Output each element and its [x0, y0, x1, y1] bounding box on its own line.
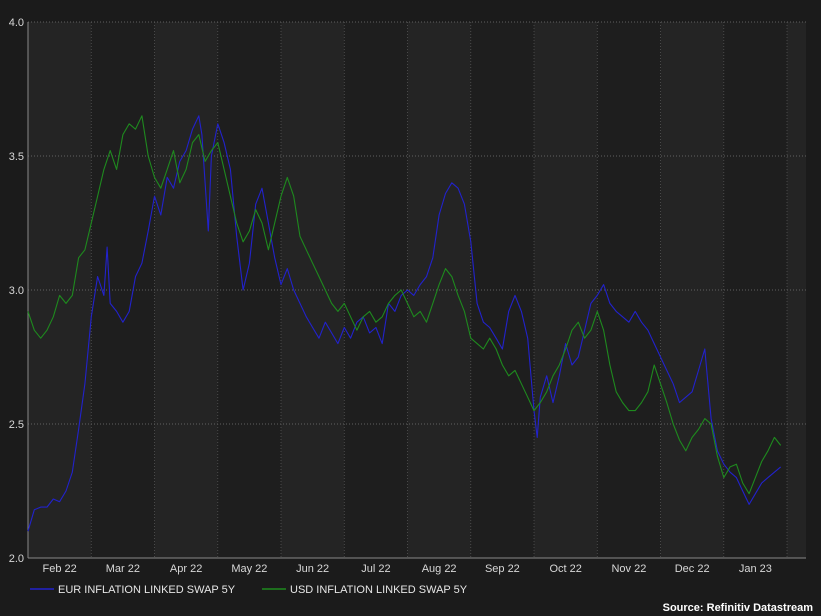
series-lines	[27, 115, 782, 532]
x-axis: Feb 22 Mar 22 Apr 22 May 22 Jun 22 Jul 22 Aug …	[43, 563, 772, 575]
x-tick-label: Aug 22	[422, 563, 457, 575]
y-tick-label: 2.5	[9, 419, 24, 431]
x-tick-label: Mar 22	[106, 563, 140, 575]
x-tick-label: Sep 22	[485, 563, 520, 575]
series-line-eur	[27, 115, 782, 532]
series-line-usd	[27, 115, 782, 495]
x-tick-label: Nov 22	[611, 563, 646, 575]
month-band	[217, 22, 282, 558]
x-tick-label: Apr 22	[170, 563, 202, 575]
legend-label-usd: USD INFLATION LINKED SWAP 5Y	[290, 584, 468, 596]
month-band	[28, 22, 92, 558]
source-label: Source: Refinitiv Datastream	[663, 602, 814, 614]
grid-lines	[27, 21, 806, 559]
y-tick-label: 3.5	[9, 151, 24, 163]
x-tick-label: Feb 22	[43, 563, 77, 575]
y-axis: 2.0 2.5 3.0 3.5 4.0	[9, 17, 24, 565]
x-tick-label: Dec 22	[675, 563, 710, 575]
legend-label-eur: EUR INFLATION LINKED SWAP 5Y	[58, 584, 236, 596]
x-tick-label: Oct 22	[549, 563, 581, 575]
y-tick-label: 3.0	[9, 285, 24, 297]
month-band	[660, 22, 724, 558]
month-band	[723, 22, 788, 558]
x-tick-label: Jun 22	[296, 563, 329, 575]
month-band	[154, 22, 218, 558]
x-tick-label: May 22	[231, 563, 267, 575]
y-tick-label: 4.0	[9, 17, 24, 29]
legend: EUR INFLATION LINKED SWAP 5Y USD INFLATI…	[30, 584, 468, 596]
month-band	[344, 22, 408, 558]
x-tick-label: Jul 22	[361, 563, 390, 575]
y-tick-label: 2.0	[9, 553, 24, 565]
month-band	[281, 22, 345, 558]
x-tick-label: Jan 23	[739, 563, 772, 575]
